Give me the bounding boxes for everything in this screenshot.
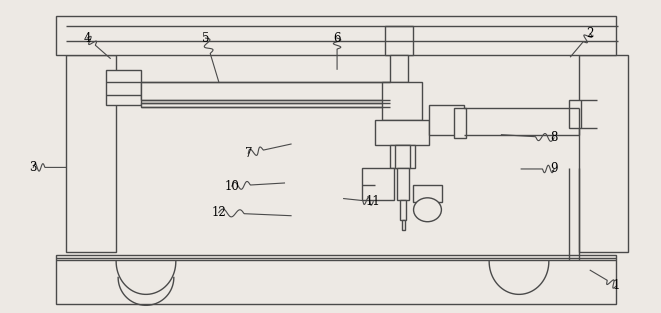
Text: 7: 7 bbox=[245, 147, 252, 160]
Bar bbox=[381, 82, 422, 120]
Bar bbox=[390, 55, 408, 82]
Bar bbox=[141, 103, 390, 107]
Bar bbox=[568, 100, 580, 128]
Bar bbox=[106, 70, 141, 105]
Bar bbox=[578, 55, 629, 252]
Text: 8: 8 bbox=[551, 131, 558, 144]
Bar bbox=[56, 254, 617, 304]
Bar bbox=[56, 16, 617, 55]
Text: 9: 9 bbox=[551, 162, 558, 176]
Bar bbox=[66, 55, 116, 252]
Bar bbox=[397, 168, 408, 200]
Bar bbox=[375, 120, 430, 145]
Text: 10: 10 bbox=[225, 180, 239, 192]
Bar bbox=[430, 105, 464, 135]
Bar bbox=[402, 220, 405, 230]
Bar bbox=[141, 82, 390, 100]
Bar bbox=[395, 145, 410, 168]
Text: 1: 1 bbox=[613, 279, 620, 292]
Text: 3: 3 bbox=[30, 161, 37, 174]
Bar bbox=[385, 26, 412, 55]
Text: 6: 6 bbox=[333, 32, 341, 44]
Text: 5: 5 bbox=[202, 32, 210, 44]
Bar bbox=[454, 108, 466, 138]
Bar bbox=[400, 200, 406, 220]
Text: 12: 12 bbox=[212, 206, 226, 219]
Bar bbox=[390, 145, 414, 168]
Bar bbox=[362, 168, 394, 200]
Text: 11: 11 bbox=[366, 195, 381, 208]
Text: 4: 4 bbox=[83, 32, 91, 44]
Bar bbox=[412, 185, 442, 202]
Ellipse shape bbox=[414, 198, 442, 222]
Text: 2: 2 bbox=[586, 27, 594, 40]
